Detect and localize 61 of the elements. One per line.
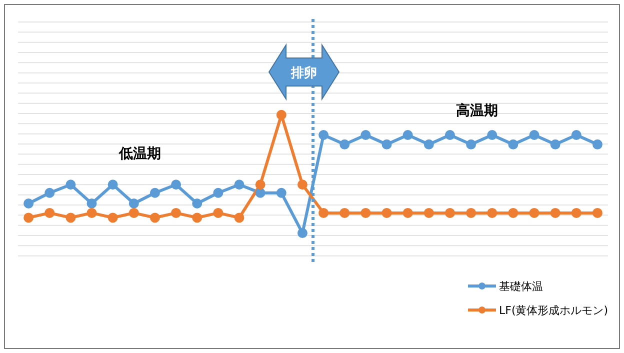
point bbox=[128, 208, 139, 218]
point bbox=[86, 198, 97, 209]
point bbox=[297, 228, 308, 238]
point bbox=[24, 212, 34, 223]
point bbox=[592, 208, 602, 218]
legend-label: LF(黄体形成ホルモン) bbox=[499, 302, 608, 318]
point bbox=[360, 208, 371, 218]
point bbox=[192, 212, 202, 223]
point bbox=[192, 198, 202, 209]
point bbox=[66, 212, 76, 223]
point bbox=[340, 139, 350, 150]
point bbox=[444, 208, 455, 218]
point bbox=[360, 130, 371, 140]
point bbox=[297, 180, 308, 190]
annotation: 高温期 bbox=[456, 102, 498, 119]
point bbox=[382, 139, 392, 150]
point bbox=[508, 208, 518, 218]
point bbox=[276, 188, 286, 198]
point bbox=[66, 180, 76, 190]
point bbox=[402, 208, 413, 218]
point bbox=[424, 208, 434, 218]
point bbox=[234, 180, 244, 190]
point bbox=[444, 130, 455, 140]
point bbox=[487, 130, 498, 140]
point bbox=[318, 130, 329, 140]
point bbox=[508, 139, 518, 150]
point bbox=[86, 208, 97, 218]
point bbox=[108, 180, 118, 190]
point bbox=[550, 139, 560, 150]
point bbox=[487, 208, 498, 218]
annotation: 低温期 bbox=[118, 146, 161, 162]
point bbox=[550, 208, 560, 218]
point bbox=[171, 180, 182, 190]
text: 排卵 bbox=[290, 65, 317, 81]
point bbox=[402, 130, 413, 140]
point bbox=[340, 208, 350, 218]
legend-label: 基礎体温 bbox=[499, 278, 543, 294]
point bbox=[466, 139, 476, 150]
point bbox=[255, 188, 266, 198]
point bbox=[108, 212, 118, 223]
point bbox=[150, 188, 160, 198]
point bbox=[276, 110, 286, 120]
point bbox=[128, 198, 139, 209]
point bbox=[592, 139, 602, 150]
point bbox=[150, 212, 160, 223]
point bbox=[44, 208, 55, 218]
point bbox=[213, 208, 224, 218]
point bbox=[24, 198, 34, 209]
point bbox=[466, 208, 476, 218]
point bbox=[571, 130, 582, 140]
point bbox=[213, 188, 224, 198]
point bbox=[44, 188, 55, 198]
point bbox=[382, 208, 392, 218]
point bbox=[571, 208, 582, 218]
point bbox=[529, 130, 540, 140]
point bbox=[529, 208, 540, 218]
point bbox=[318, 208, 329, 218]
point bbox=[255, 180, 266, 190]
point bbox=[424, 139, 434, 150]
point bbox=[171, 208, 182, 218]
point bbox=[234, 212, 244, 223]
